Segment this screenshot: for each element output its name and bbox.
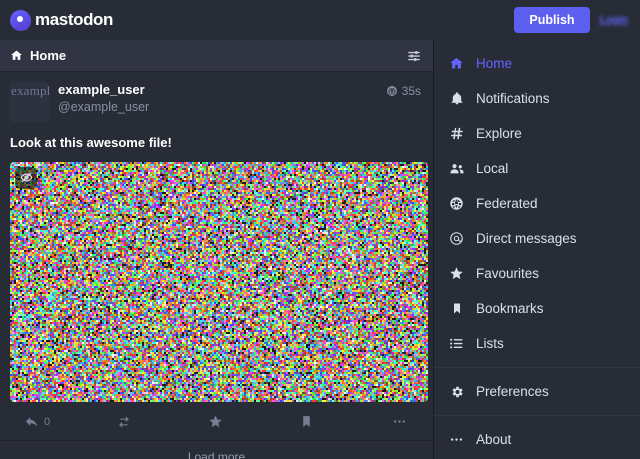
sidebar-item-direct-messages[interactable]: Direct messages: [434, 221, 640, 256]
boost-button[interactable]: [116, 414, 208, 430]
bookmark-icon: [300, 415, 313, 428]
status-timestamp[interactable]: 35s: [401, 84, 421, 98]
sidebar-item-favourites[interactable]: Favourites: [434, 256, 640, 291]
at-circle-icon: [448, 231, 465, 246]
eye-slash-icon[interactable]: [15, 166, 37, 189]
bell-icon: [448, 91, 465, 106]
bookmark-icon: [448, 301, 465, 316]
status-post[interactable]: exampl example_user @example_user 35s: [0, 72, 433, 440]
account-handle[interactable]: @example_user: [58, 99, 150, 114]
home-icon: [448, 56, 465, 71]
list-icon: [448, 336, 465, 351]
column-title: Home: [30, 48, 67, 63]
star-icon: [208, 414, 223, 429]
sidebar-item-label: Local: [476, 161, 509, 176]
sidebar-item-explore[interactable]: Explore: [434, 116, 640, 151]
nav-divider: [434, 415, 640, 416]
star-icon: [448, 266, 465, 281]
sidebar-item-label: Favourites: [476, 266, 540, 281]
brand-logo[interactable]: mastodon: [10, 9, 114, 31]
favourite-button[interactable]: [208, 414, 300, 429]
bookmark-button[interactable]: [300, 415, 392, 428]
sidebar-item-preferences[interactable]: Preferences: [434, 374, 640, 409]
column-header: Home: [0, 40, 433, 72]
boost-icon: [116, 414, 132, 430]
globe-icon: [448, 196, 465, 211]
home-icon: [10, 49, 23, 62]
avatar-fallback-text: exampl: [11, 83, 50, 98]
sidebar-item-label: About: [476, 432, 512, 447]
home-column: Home exampl: [0, 40, 434, 459]
secondary-link[interactable]: Login: [599, 14, 629, 26]
sidebar-item-label: Home: [476, 56, 513, 71]
avatar[interactable]: exampl: [10, 82, 50, 122]
top-bar: mastodon Publish Login: [0, 0, 640, 40]
sidebar-item-label: Bookmarks: [476, 301, 544, 316]
column-scroll-area[interactable]: exampl example_user @example_user 35s: [0, 72, 433, 459]
hashtag-icon: [448, 126, 465, 141]
gear-icon: [448, 385, 465, 399]
sidebar-item-home[interactable]: Home: [434, 46, 640, 81]
reply-count: 0: [44, 415, 51, 428]
status-content: Look at this awesome file!: [10, 135, 172, 150]
body-split: Home exampl: [0, 40, 640, 459]
more-button[interactable]: [392, 414, 407, 429]
sidebar-item-label: Preferences: [476, 384, 549, 399]
display-name[interactable]: example_user: [58, 82, 145, 97]
column-header-left: Home: [10, 48, 66, 63]
sidebar-item-label: Lists: [476, 336, 504, 351]
load-more-row: Load more: [0, 439, 433, 459]
status-author: example_user @example_user: [58, 82, 378, 114]
users-icon: [448, 161, 465, 176]
sidebar-item-label: Federated: [476, 196, 538, 211]
brand-name: mastodon: [35, 10, 114, 29]
sidebar-item-federated[interactable]: Federated: [434, 186, 640, 221]
top-bar-actions: Publish Login: [514, 6, 629, 34]
reply-button[interactable]: 0: [24, 414, 116, 429]
sidebar-item-local[interactable]: Local: [434, 151, 640, 186]
globe-icon: [386, 85, 398, 97]
sidebar-item-label: Explore: [476, 126, 522, 141]
publish-button[interactable]: Publish: [514, 6, 590, 34]
status-header: exampl example_user @example_user 35s: [10, 82, 421, 122]
media-attachment[interactable]: [10, 161, 428, 402]
status-action-bar: 0: [10, 406, 421, 440]
sidebar-item-about[interactable]: About: [434, 422, 640, 457]
sidebar-item-label: Direct messages: [476, 231, 577, 246]
status-meta[interactable]: 35s: [386, 82, 421, 98]
ellipsis-icon: [392, 414, 407, 429]
sidebar-item-lists[interactable]: Lists: [434, 326, 640, 361]
nav-divider: [434, 367, 640, 368]
sidebar-item-notifications[interactable]: Notifications: [434, 81, 640, 116]
navigation-sidebar: Home Notifications Explore Local Federated Di…: [434, 40, 640, 459]
mastodon-logo-icon: [10, 9, 31, 31]
load-more-button[interactable]: Load more: [188, 450, 245, 459]
sidebar-item-label: Notifications: [476, 91, 550, 106]
reply-icon: [24, 414, 39, 429]
ellipsis-icon: [448, 432, 465, 447]
sliders-icon[interactable]: [407, 49, 421, 63]
media-image[interactable]: [10, 161, 428, 402]
sidebar-item-bookmarks[interactable]: Bookmarks: [434, 291, 640, 326]
